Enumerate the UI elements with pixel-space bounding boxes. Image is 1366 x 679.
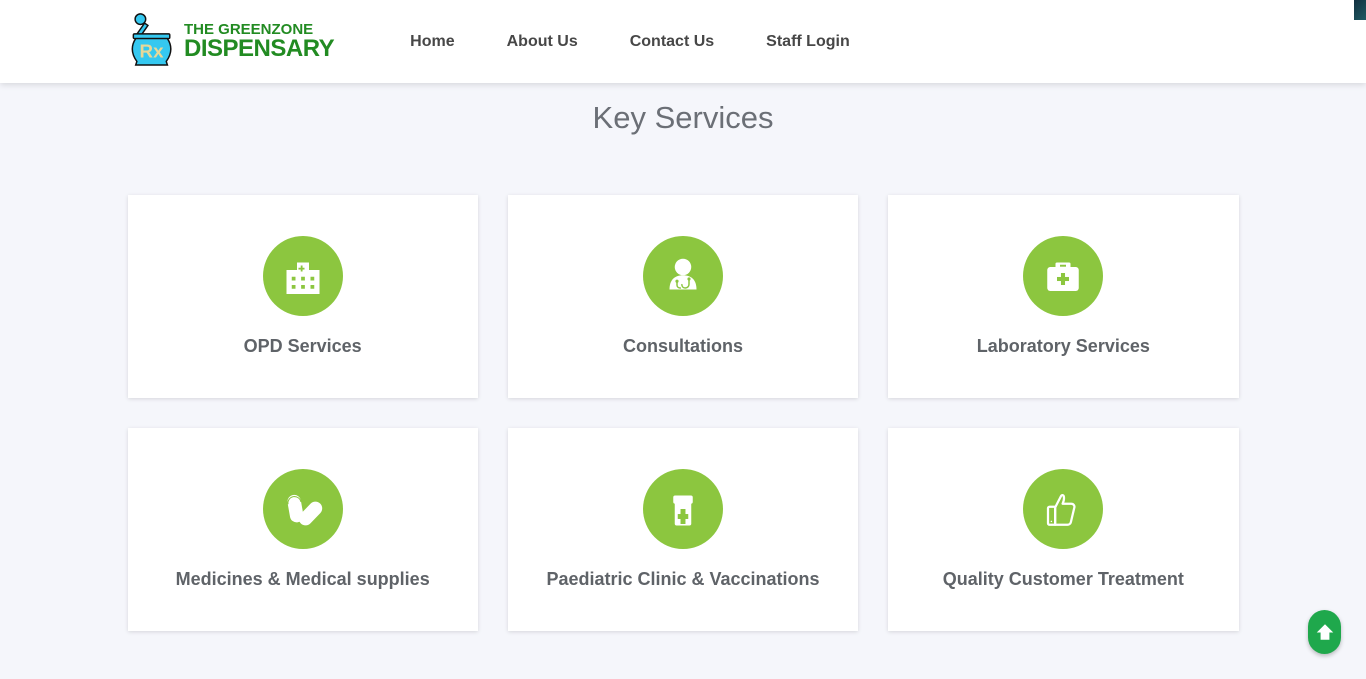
svg-text:Rx: Rx [140, 40, 165, 61]
